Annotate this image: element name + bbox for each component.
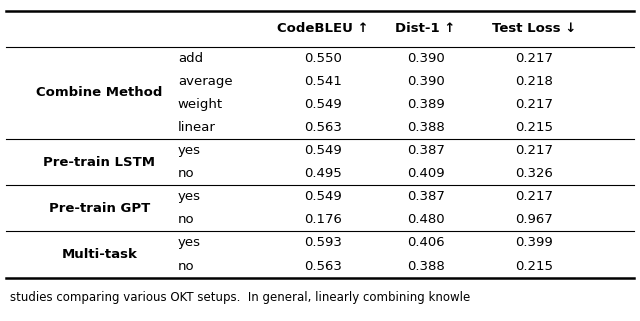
Text: 0.218: 0.218 xyxy=(515,75,554,88)
Text: 0.387: 0.387 xyxy=(406,190,445,203)
Text: 0.563: 0.563 xyxy=(304,121,342,134)
Text: 0.967: 0.967 xyxy=(516,213,553,226)
Text: yes: yes xyxy=(178,144,201,157)
Text: studies comparing various OKT setups.  In general, linearly combining knowle: studies comparing various OKT setups. In… xyxy=(10,291,470,303)
Text: 0.387: 0.387 xyxy=(406,144,445,157)
Text: weight: weight xyxy=(178,98,223,111)
Text: Multi-task: Multi-task xyxy=(61,248,137,261)
Text: 0.215: 0.215 xyxy=(515,121,554,134)
Text: CodeBLEU ↑: CodeBLEU ↑ xyxy=(277,22,369,35)
Text: 0.388: 0.388 xyxy=(407,121,444,134)
Text: 0.176: 0.176 xyxy=(304,213,342,226)
Text: 0.563: 0.563 xyxy=(304,260,342,273)
Text: 0.326: 0.326 xyxy=(515,167,554,180)
Text: Pre-train GPT: Pre-train GPT xyxy=(49,202,150,215)
Text: 0.390: 0.390 xyxy=(407,52,444,65)
Text: 0.390: 0.390 xyxy=(407,75,444,88)
Text: average: average xyxy=(178,75,232,88)
Text: Dist-1 ↑: Dist-1 ↑ xyxy=(396,22,456,35)
Text: 0.549: 0.549 xyxy=(305,190,342,203)
Text: no: no xyxy=(178,213,195,226)
Text: Combine Method: Combine Method xyxy=(36,86,163,99)
Text: 0.389: 0.389 xyxy=(407,98,444,111)
Text: no: no xyxy=(178,167,195,180)
Text: 0.215: 0.215 xyxy=(515,260,554,273)
Text: 0.550: 0.550 xyxy=(304,52,342,65)
Text: 0.541: 0.541 xyxy=(304,75,342,88)
Text: yes: yes xyxy=(178,237,201,249)
Text: 0.495: 0.495 xyxy=(305,167,342,180)
Text: 0.217: 0.217 xyxy=(515,52,554,65)
Text: 0.593: 0.593 xyxy=(304,237,342,249)
Text: 0.217: 0.217 xyxy=(515,98,554,111)
Text: add: add xyxy=(178,52,203,65)
Text: Test Loss ↓: Test Loss ↓ xyxy=(492,22,577,35)
Text: yes: yes xyxy=(178,190,201,203)
Text: 0.409: 0.409 xyxy=(407,167,444,180)
Text: 0.549: 0.549 xyxy=(305,144,342,157)
Text: 0.549: 0.549 xyxy=(305,98,342,111)
Text: 0.217: 0.217 xyxy=(515,144,554,157)
Text: no: no xyxy=(178,260,195,273)
Text: 0.399: 0.399 xyxy=(516,237,553,249)
Text: Pre-train LSTM: Pre-train LSTM xyxy=(44,156,155,169)
Text: 0.480: 0.480 xyxy=(407,213,444,226)
Text: 0.406: 0.406 xyxy=(407,237,444,249)
Text: linear: linear xyxy=(178,121,216,134)
Text: 0.388: 0.388 xyxy=(407,260,444,273)
Text: 0.217: 0.217 xyxy=(515,190,554,203)
